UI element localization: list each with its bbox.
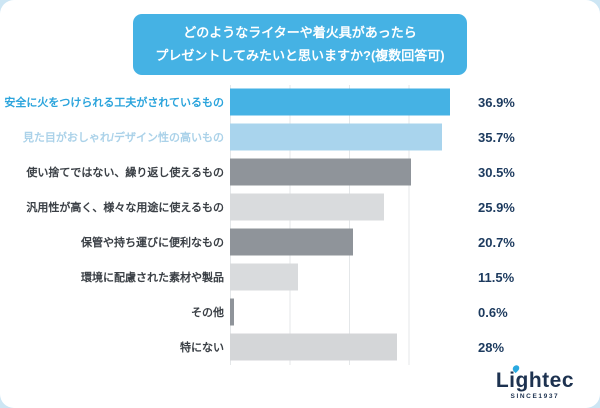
category-label: 特にない — [180, 342, 224, 355]
plot-area — [230, 119, 468, 155]
chart-row: 安全に火をつけられる工夫がされているもの 36.9% — [0, 84, 600, 120]
logo-text: Lightec — [495, 369, 574, 392]
chart-row: 保管や持ち運びに便利なもの 20.7% — [0, 224, 600, 260]
bar — [230, 193, 385, 221]
value-label: 30.5% — [478, 164, 515, 180]
category-label: 見た目がおしゃれ/デザイン性の高いもの — [22, 132, 224, 145]
value-label: 25.9% — [478, 199, 515, 215]
category-label: 安全に火をつけられる工夫がされているもの — [4, 97, 224, 110]
logo-wordmark: Lightec — [495, 363, 574, 392]
chart-row: その他 0.6% — [0, 294, 600, 330]
plot-area — [230, 189, 468, 225]
bar — [230, 88, 450, 116]
category-label: 使い捨てではない、繰り返し使えるもの — [26, 167, 224, 180]
lightec-logo: Lightec SINCE1937 — [495, 363, 574, 400]
chart-title-line1: どのようなライターや着火具があったら — [183, 25, 417, 40]
category-label: 汎用性が高く、様々な用途に使えるもの — [26, 202, 224, 215]
chart-row: 使い捨てではない、繰り返し使えるもの 30.5% — [0, 154, 600, 190]
category-label: 保管や持ち運びに便利なもの — [81, 237, 224, 250]
chart-title-line2: プレゼントしてみたいと思いますか?(複数回答可) — [155, 48, 445, 64]
plot-area — [230, 84, 468, 120]
value-label: 28% — [478, 339, 505, 355]
chart-row: 汎用性が高く、様々な用途に使えるもの 25.9% — [0, 189, 600, 225]
value-label: 20.7% — [478, 234, 515, 250]
category-label: その他 — [191, 307, 224, 320]
bar — [230, 228, 354, 256]
plot-area — [230, 329, 468, 365]
bar-chart: 安全に火をつけられる工夫がされているもの 36.9% 見た目がおしゃれ/デザイン… — [0, 84, 600, 365]
chart-title: どのようなライターや着火具があったら プレゼントしてみたいと思いますか?(複数回… — [133, 14, 467, 75]
chart-row: 環境に配慮された素材や製品 11.5% — [0, 259, 600, 295]
bar — [230, 123, 443, 151]
value-label: 35.7% — [478, 129, 515, 145]
plot-area — [230, 154, 468, 190]
chart-row: 見た目がおしゃれ/デザイン性の高いもの 35.7% — [0, 119, 600, 155]
plot-area — [230, 224, 468, 260]
logo-since-text: SINCE1937 — [510, 393, 560, 400]
bar — [230, 333, 397, 361]
chart-row: 特にない 28% — [0, 329, 600, 365]
plot-area — [230, 294, 468, 330]
plot-area — [230, 259, 468, 295]
bar — [230, 263, 299, 291]
bar — [230, 158, 412, 186]
category-label: 環境に配慮された素材や製品 — [81, 272, 224, 285]
value-label: 11.5% — [478, 269, 515, 285]
bar — [230, 298, 234, 326]
value-label: 36.9% — [478, 94, 515, 110]
value-label: 0.6% — [478, 304, 508, 320]
